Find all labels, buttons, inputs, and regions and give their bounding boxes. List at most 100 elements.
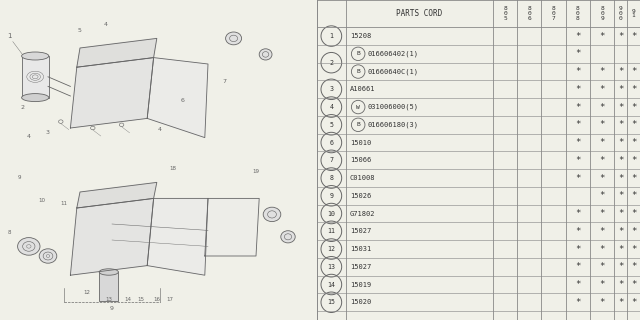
Text: 7: 7 <box>330 157 333 163</box>
Text: 9: 9 <box>110 307 114 311</box>
Text: 15027: 15027 <box>350 228 371 234</box>
Text: *: * <box>618 298 623 307</box>
Text: 13: 13 <box>327 264 335 270</box>
Ellipse shape <box>259 49 272 60</box>
Text: *: * <box>618 32 623 41</box>
Text: 15: 15 <box>138 297 144 302</box>
Text: *: * <box>631 298 636 307</box>
Text: 8
0
8: 8 0 8 <box>576 6 580 21</box>
Text: 8
0
6: 8 0 6 <box>527 6 531 21</box>
Text: *: * <box>631 138 636 147</box>
Text: 15: 15 <box>327 299 335 305</box>
Text: *: * <box>599 120 605 129</box>
Ellipse shape <box>22 52 49 60</box>
Text: *: * <box>599 227 605 236</box>
Text: *: * <box>575 138 580 147</box>
Text: 4: 4 <box>27 134 31 139</box>
Text: *: * <box>618 67 623 76</box>
Text: 15066: 15066 <box>350 157 371 163</box>
Text: *: * <box>599 244 605 253</box>
Text: 10: 10 <box>38 197 45 203</box>
Text: *: * <box>631 209 636 218</box>
Text: *: * <box>575 156 580 165</box>
Text: *: * <box>575 49 580 58</box>
Text: *: * <box>575 85 580 94</box>
Text: 6: 6 <box>180 98 184 103</box>
Text: PARTS CORD: PARTS CORD <box>396 9 442 18</box>
Text: 4: 4 <box>330 104 333 110</box>
Polygon shape <box>70 58 154 128</box>
Text: *: * <box>575 298 580 307</box>
Text: *: * <box>618 244 623 253</box>
Text: 15010: 15010 <box>350 140 371 146</box>
Text: *: * <box>599 85 605 94</box>
Text: 2: 2 <box>20 105 24 110</box>
Text: *: * <box>631 173 636 182</box>
Text: *: * <box>575 209 580 218</box>
Text: 3: 3 <box>330 86 333 92</box>
Text: 4: 4 <box>158 127 162 132</box>
Text: 2: 2 <box>330 60 333 66</box>
Polygon shape <box>205 198 259 256</box>
Text: *: * <box>618 173 623 182</box>
Text: 15026: 15026 <box>350 193 371 199</box>
Text: *: * <box>618 156 623 165</box>
Text: 15020: 15020 <box>350 299 371 305</box>
Text: *: * <box>618 209 623 218</box>
Text: *: * <box>599 298 605 307</box>
Text: *: * <box>618 227 623 236</box>
Text: 016606180(3): 016606180(3) <box>367 122 418 128</box>
Polygon shape <box>70 198 154 275</box>
Text: 9
1: 9 1 <box>632 9 636 19</box>
Text: G71802: G71802 <box>350 211 375 217</box>
Ellipse shape <box>99 269 118 275</box>
Text: 8
0
9: 8 0 9 <box>600 6 604 21</box>
Ellipse shape <box>281 231 295 243</box>
Text: 15019: 15019 <box>350 282 371 287</box>
Text: C01008: C01008 <box>350 175 375 181</box>
Text: *: * <box>618 280 623 289</box>
Text: *: * <box>618 85 623 94</box>
Text: *: * <box>599 102 605 112</box>
Polygon shape <box>147 198 208 275</box>
Text: *: * <box>575 67 580 76</box>
Text: 8
0
7: 8 0 7 <box>552 6 556 21</box>
Text: 6: 6 <box>330 140 333 146</box>
Text: *: * <box>599 32 605 41</box>
Text: *: * <box>599 209 605 218</box>
Text: 4: 4 <box>104 21 108 27</box>
Ellipse shape <box>22 93 49 101</box>
Text: *: * <box>631 262 636 271</box>
Text: 8: 8 <box>8 230 12 235</box>
Text: 9: 9 <box>330 193 333 199</box>
Text: *: * <box>575 244 580 253</box>
Text: *: * <box>631 280 636 289</box>
Text: *: * <box>631 156 636 165</box>
Text: 18: 18 <box>170 166 176 171</box>
Text: *: * <box>631 191 636 200</box>
Text: 15027: 15027 <box>350 264 371 270</box>
Text: *: * <box>631 120 636 129</box>
Text: 5: 5 <box>330 122 333 128</box>
Text: *: * <box>575 280 580 289</box>
Text: *: * <box>575 32 580 41</box>
Text: *: * <box>631 244 636 253</box>
Text: 5: 5 <box>78 28 82 33</box>
Text: 17: 17 <box>166 297 173 302</box>
Bar <box>22 56 49 98</box>
Ellipse shape <box>226 32 242 45</box>
Text: *: * <box>631 32 636 41</box>
Polygon shape <box>77 182 157 208</box>
Text: W: W <box>356 105 360 109</box>
Text: *: * <box>631 227 636 236</box>
Text: 19: 19 <box>253 169 259 174</box>
Text: *: * <box>618 262 623 271</box>
Text: *: * <box>618 138 623 147</box>
Text: B: B <box>356 51 360 56</box>
Text: 16: 16 <box>154 297 160 302</box>
Text: *: * <box>618 120 623 129</box>
Text: *: * <box>599 173 605 182</box>
Text: 1: 1 <box>7 33 12 39</box>
Text: *: * <box>599 280 605 289</box>
Text: *: * <box>575 227 580 236</box>
